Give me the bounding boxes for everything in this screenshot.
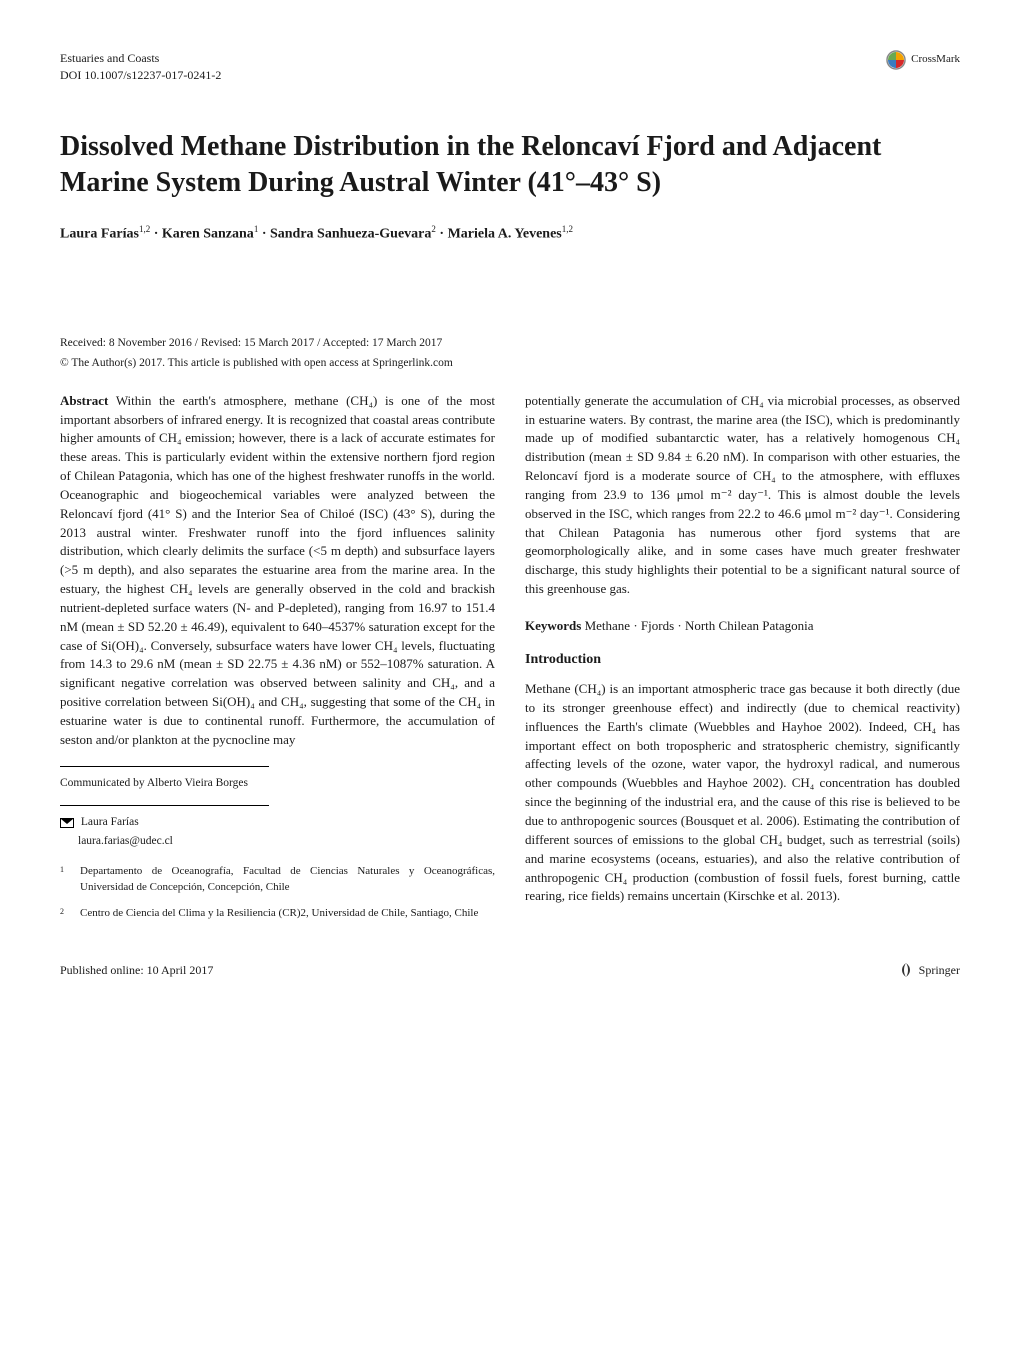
article-title: Dissolved Methane Distribution in the Re… bbox=[60, 129, 960, 202]
article-dates: Received: 8 November 2016 / Revised: 15 … bbox=[60, 335, 960, 352]
abstract-continuation: potentially generate the accumulation of… bbox=[525, 392, 960, 599]
crossmark-label: CrossMark bbox=[911, 52, 960, 68]
left-column: Abstract Within the earth's atmosphere, … bbox=[60, 392, 495, 932]
envelope-icon bbox=[60, 818, 74, 828]
right-column: potentially generate the accumulation of… bbox=[525, 392, 960, 932]
introduction-heading: Introduction bbox=[525, 650, 960, 670]
copyright-line: © The Author(s) 2017. This article is pu… bbox=[60, 355, 960, 372]
author-affil: 1 bbox=[254, 224, 259, 234]
keywords-line: Keywords Methane · Fjords · North Chilea… bbox=[525, 617, 960, 636]
author-name: Karen Sanzana bbox=[162, 227, 254, 242]
crossmark-icon bbox=[886, 50, 906, 70]
doi: DOI 10.1007/s12237-017-0241-2 bbox=[60, 67, 221, 84]
abstract-paragraph: Abstract Within the earth's atmosphere, … bbox=[60, 392, 495, 750]
corr-author-name: Laura Farías bbox=[81, 816, 139, 828]
journal-header: Estuaries and Coasts DOI 10.1007/s12237-… bbox=[60, 50, 221, 84]
affiliation: 2 Centro de Ciencia del Clima y la Resil… bbox=[60, 906, 495, 922]
divider bbox=[60, 766, 269, 767]
authors-line: Laura Farías1,2 · Karen Sanzana1 · Sandr… bbox=[60, 223, 960, 245]
affil-number: 1 bbox=[60, 864, 70, 896]
corresponding-author: Laura Farías bbox=[60, 814, 495, 831]
author-name: Laura Farías bbox=[60, 227, 139, 242]
corr-author-email: laura.farias@udec.cl bbox=[78, 833, 495, 850]
communicated-by: Communicated by Alberto Vieira Borges bbox=[60, 775, 495, 792]
affil-text: Departamento de Oceanografía, Facultad d… bbox=[80, 864, 495, 896]
affil-text: Centro de Ciencia del Clima y la Resilie… bbox=[80, 906, 478, 922]
publisher-badge: Springer bbox=[898, 962, 960, 979]
author-name: Sandra Sanhueza-Guevara bbox=[270, 227, 431, 242]
journal-name: Estuaries and Coasts bbox=[60, 50, 221, 67]
affil-number: 2 bbox=[60, 906, 70, 922]
divider bbox=[60, 805, 269, 806]
affiliation: 1 Departamento de Oceanografía, Facultad… bbox=[60, 864, 495, 896]
author-affil: 1,2 bbox=[139, 224, 150, 234]
author-affil: 2 bbox=[431, 224, 436, 234]
publisher-name: Springer bbox=[919, 962, 960, 979]
abstract-label: Abstract bbox=[60, 393, 108, 408]
keywords-text: Methane · Fjords · North Chilean Patagon… bbox=[585, 618, 814, 633]
abstract-text-left: Within the earth's atmosphere, methane (… bbox=[60, 393, 495, 747]
published-online: Published online: 10 April 2017 bbox=[60, 962, 213, 979]
springer-icon bbox=[898, 962, 914, 978]
crossmark-badge[interactable]: CrossMark bbox=[886, 50, 960, 70]
introduction-text: Methane (CH₄) is an important atmospheri… bbox=[525, 680, 960, 906]
author-affil: 1,2 bbox=[562, 224, 573, 234]
keywords-label: Keywords bbox=[525, 618, 581, 633]
author-name: Mariela A. Yevenes bbox=[448, 227, 562, 242]
